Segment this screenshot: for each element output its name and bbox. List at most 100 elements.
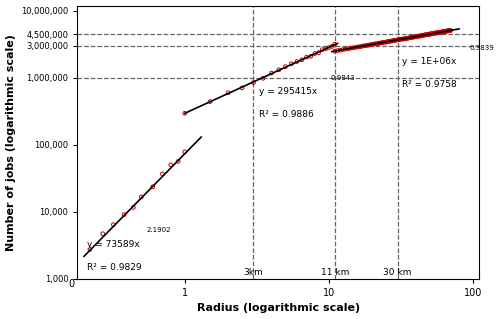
Point	[441, 29, 449, 34]
Point	[408, 35, 416, 40]
Point	[400, 36, 407, 41]
Point	[376, 41, 384, 46]
Point	[404, 36, 411, 41]
X-axis label: Radius (logarithmic scale): Radius (logarithmic scale)	[196, 303, 360, 314]
Point	[346, 46, 354, 51]
Point	[392, 38, 400, 43]
Point	[430, 31, 438, 36]
Point	[438, 29, 446, 34]
Point	[428, 31, 436, 36]
Point	[436, 30, 444, 35]
Point	[384, 39, 392, 44]
Point	[344, 46, 351, 51]
Point	[406, 35, 414, 40]
Point	[433, 30, 441, 35]
Point	[384, 39, 392, 44]
Point	[250, 80, 258, 85]
Point	[336, 48, 344, 53]
Point	[438, 29, 446, 34]
Point	[417, 33, 425, 38]
Point	[432, 30, 440, 35]
Point	[342, 47, 349, 52]
Point	[372, 41, 380, 46]
Point	[364, 43, 372, 48]
Point	[325, 45, 333, 50]
Point	[411, 34, 419, 39]
Point	[368, 42, 376, 47]
Point	[425, 32, 433, 37]
Point	[348, 45, 356, 50]
Point	[442, 29, 450, 34]
Point	[328, 44, 336, 49]
Point	[148, 184, 156, 189]
Point	[378, 40, 386, 45]
Point	[380, 40, 388, 45]
Point	[138, 194, 145, 199]
Point	[416, 33, 424, 39]
Point	[224, 90, 232, 95]
Point	[390, 38, 398, 43]
Point	[370, 41, 378, 47]
Point	[302, 55, 310, 60]
Point	[446, 28, 454, 33]
Point	[307, 54, 315, 59]
Text: R² = 0.9886: R² = 0.9886	[260, 110, 314, 119]
Point	[414, 33, 422, 39]
Point	[86, 247, 94, 252]
Point	[444, 28, 452, 33]
Point	[373, 41, 381, 46]
Point	[167, 162, 175, 167]
Point	[429, 31, 437, 36]
Point	[432, 30, 440, 35]
Point	[424, 32, 432, 37]
Point	[436, 30, 444, 35]
Point	[410, 34, 418, 40]
Point	[387, 39, 395, 44]
Point	[437, 30, 445, 35]
Point	[436, 30, 444, 35]
Point	[412, 34, 420, 39]
Point	[334, 48, 342, 53]
Point	[404, 35, 412, 41]
Point	[428, 31, 436, 36]
Point	[392, 38, 400, 43]
Text: 30 km: 30 km	[384, 268, 412, 277]
Point	[428, 31, 436, 36]
Point	[426, 31, 434, 36]
Point	[446, 28, 454, 33]
Point	[298, 57, 306, 62]
Point	[275, 67, 283, 72]
Point	[426, 32, 434, 37]
Point	[413, 34, 421, 39]
Point	[354, 44, 362, 49]
Point	[398, 36, 406, 41]
Point	[398, 37, 406, 42]
Point	[356, 44, 364, 49]
Point	[406, 35, 414, 40]
Point	[388, 38, 396, 43]
Point	[442, 29, 450, 34]
Text: y = 295415x: y = 295415x	[260, 87, 318, 96]
Point	[362, 43, 370, 48]
Point	[421, 32, 429, 37]
Point	[339, 47, 347, 52]
Point	[418, 33, 426, 38]
Point	[382, 40, 390, 45]
Y-axis label: Number of jobs (logarithmic scale): Number of jobs (logarithmic scale)	[6, 34, 16, 251]
Point	[311, 51, 319, 56]
Point	[206, 99, 214, 104]
Point	[440, 29, 448, 34]
Text: R² = 0.9758: R² = 0.9758	[402, 80, 456, 89]
Point	[405, 35, 413, 41]
Point	[377, 40, 385, 45]
Point	[416, 33, 424, 38]
Text: y = 73589x: y = 73589x	[87, 240, 140, 249]
Point	[374, 41, 382, 46]
Point	[386, 39, 394, 44]
Text: 3km: 3km	[244, 268, 264, 277]
Point	[396, 37, 404, 42]
Point	[314, 50, 322, 55]
Point	[443, 28, 451, 33]
Point	[99, 231, 107, 236]
Point	[435, 30, 443, 35]
